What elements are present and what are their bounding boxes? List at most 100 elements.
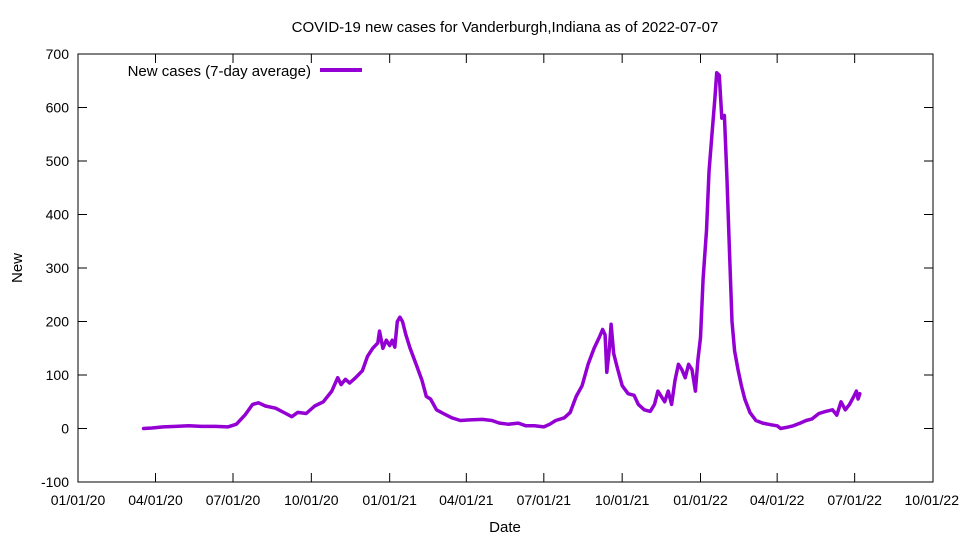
- data-point: [835, 413, 838, 417]
- data-point: [243, 413, 247, 417]
- data-point: [687, 363, 690, 366]
- data-point: [858, 392, 861, 395]
- data-point: [174, 425, 178, 428]
- data-point: [396, 320, 399, 323]
- data-point: [401, 320, 404, 323]
- data-point: [804, 419, 808, 422]
- data-point: [435, 408, 438, 411]
- data-point: [855, 389, 858, 393]
- data-point: [404, 333, 408, 337]
- data-point: [371, 347, 374, 350]
- data-point: [656, 389, 660, 393]
- data-point: [603, 333, 607, 337]
- legend-label: New cases (7-day average): [128, 63, 311, 80]
- data-point: [748, 411, 752, 414]
- data-point: [653, 403, 656, 406]
- data-point: [621, 384, 624, 387]
- y-tick-label: 500: [46, 153, 70, 169]
- plot-border: [77, 53, 934, 483]
- data-point: [429, 397, 432, 401]
- x-tick-label: 10/01/20: [284, 492, 339, 508]
- data-point: [677, 363, 680, 366]
- x-tick-label: 10/01/22: [905, 492, 960, 508]
- data-point: [481, 418, 484, 421]
- data-point: [699, 336, 702, 339]
- data-point: [690, 368, 694, 371]
- data-point: [524, 424, 528, 427]
- data-point: [612, 352, 615, 355]
- data-point: [810, 417, 814, 421]
- data-point: [425, 395, 428, 398]
- data-point: [442, 412, 445, 415]
- data-point: [414, 363, 418, 366]
- data-point: [354, 376, 357, 379]
- data-point: [848, 403, 851, 406]
- data-point: [608, 347, 611, 350]
- data-point: [420, 379, 424, 382]
- data-point: [366, 355, 369, 358]
- data-point: [284, 412, 287, 415]
- y-tick-label: 400: [46, 207, 70, 223]
- data-point: [517, 421, 520, 425]
- data-point: [264, 404, 267, 408]
- y-axis: -100 0 100 200 300 400 500 600 700: [41, 46, 933, 490]
- data-point: [831, 408, 834, 411]
- data-point: [569, 411, 572, 414]
- data-point: [393, 346, 396, 349]
- data-point: [398, 316, 402, 319]
- data-point: [605, 371, 608, 374]
- data-point: [376, 341, 379, 345]
- x-tick-label: 04/01/22: [750, 492, 805, 508]
- data-point: [598, 336, 601, 339]
- y-tick-label: 0: [61, 421, 69, 437]
- data-point: [736, 368, 740, 371]
- data-point: [385, 339, 388, 342]
- data-point: [637, 403, 640, 406]
- data-point: [330, 389, 333, 393]
- plot-frame: [77, 53, 934, 483]
- y-tick-label: 600: [46, 100, 70, 116]
- data-point: [408, 347, 412, 350]
- data-point: [162, 425, 165, 429]
- data-point: [361, 369, 364, 372]
- data-point: [388, 344, 391, 347]
- y-tick-label: -100: [41, 474, 69, 490]
- data-point: [701, 277, 705, 280]
- data-point: [643, 408, 646, 411]
- data-point: [824, 410, 827, 413]
- data-point: [649, 410, 652, 413]
- data-point: [592, 347, 596, 350]
- y-tick-label: 700: [46, 46, 70, 62]
- data-point: [339, 383, 343, 386]
- data-point: [844, 408, 847, 411]
- data-point: [670, 403, 673, 406]
- data-point: [632, 394, 636, 397]
- data-point: [684, 376, 687, 379]
- y-axis-title: New: [9, 253, 26, 283]
- data-point: [378, 329, 381, 333]
- data-point: [200, 425, 203, 428]
- data-point: [839, 400, 843, 403]
- data-point: [711, 127, 714, 131]
- data-point: [852, 395, 855, 398]
- data-point: [694, 389, 697, 393]
- data-point: [723, 114, 726, 117]
- data-point: [725, 175, 729, 179]
- data-point: [274, 407, 277, 410]
- data-point: [563, 416, 566, 419]
- data-point: [336, 376, 339, 379]
- data-point: [730, 320, 734, 323]
- data-point: [660, 395, 663, 398]
- data-point: [601, 328, 604, 331]
- data-point: [728, 250, 731, 254]
- data-point: [305, 412, 308, 415]
- x-tick-label: 01/01/21: [362, 492, 417, 508]
- x-tick-label: 10/01/21: [595, 492, 650, 508]
- y-tick-label: 200: [46, 314, 70, 330]
- data-point: [450, 416, 453, 419]
- x-axis-title: Date: [489, 519, 521, 536]
- data-point: [542, 425, 545, 429]
- data-point: [715, 71, 718, 74]
- data-point: [707, 170, 711, 173]
